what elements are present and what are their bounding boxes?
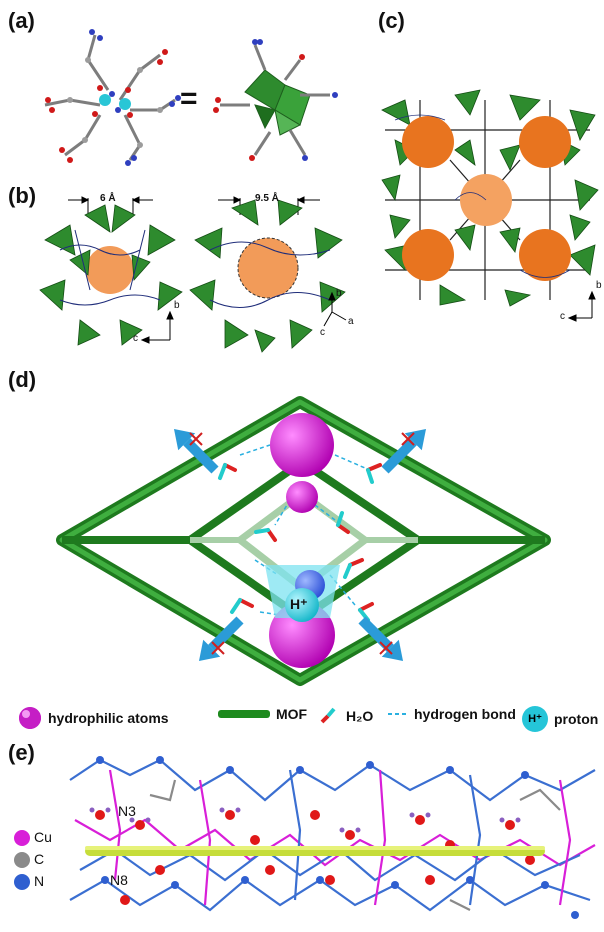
oxygen-atoms bbox=[45, 49, 168, 163]
axis-b-right: b bbox=[336, 288, 342, 299]
water-hydrogens-e bbox=[89, 807, 521, 833]
legend-hbond-label: hydrogen bond bbox=[414, 706, 516, 722]
blocked-transport-arrows bbox=[173, 428, 427, 662]
carbon-atoms bbox=[67, 57, 163, 148]
axis-c-left: c bbox=[133, 333, 138, 344]
axes-indicator-right bbox=[323, 291, 347, 327]
nitrogen-atoms bbox=[89, 29, 181, 166]
copper-atoms bbox=[99, 94, 131, 110]
axis-b-left: b bbox=[174, 300, 180, 311]
axes-indicator-left bbox=[140, 310, 174, 344]
mof-framework bbox=[56, 396, 551, 686]
atom-key-cu: Cu bbox=[34, 829, 52, 845]
equals-sign: = bbox=[180, 82, 198, 115]
pore-size-left-label: 6 Å bbox=[100, 193, 116, 204]
pore-size-right-label: 9.5 Å bbox=[255, 193, 279, 204]
atom-key-c: C bbox=[34, 851, 45, 867]
atom-key-n: N bbox=[34, 873, 45, 889]
water-oxygens-e bbox=[95, 810, 535, 905]
atom-label-n8: N8 bbox=[110, 872, 128, 888]
panel-label-c: (c) bbox=[378, 8, 405, 33]
axis-a-right: a bbox=[348, 316, 354, 327]
pore-spheres bbox=[402, 116, 571, 281]
legend: hydrophilic atoms MOF H₂O hydrogen bond … bbox=[0, 700, 604, 734]
legend-proton-label: proton bbox=[554, 711, 599, 727]
hydrophilic-atom-spheres bbox=[269, 413, 335, 668]
legend-mof: MOF bbox=[218, 706, 307, 722]
channel-network bbox=[69, 758, 596, 912]
legend-hydrophilic-label: hydrophilic atoms bbox=[48, 710, 169, 726]
cage-left bbox=[39, 204, 183, 346]
axes-indicator-c bbox=[567, 290, 596, 322]
legend-proton: H⁺ proton bbox=[522, 706, 598, 732]
axis-b-c: b bbox=[596, 280, 602, 291]
proton-label-d: H⁺ bbox=[290, 596, 308, 612]
atom-key bbox=[14, 830, 30, 890]
ball-and-stick-molecule bbox=[44, 34, 176, 161]
legend-mof-label: MOF bbox=[276, 706, 308, 722]
proton-icon: H⁺ bbox=[522, 706, 548, 732]
panel-label-b: (b) bbox=[8, 183, 37, 208]
proton-channel-rod bbox=[85, 846, 545, 856]
panel-label-e: (e) bbox=[8, 740, 35, 765]
legend-hbond: hydrogen bond bbox=[388, 706, 516, 722]
atom-label-n3: N3 bbox=[118, 803, 136, 819]
legend-water: H₂O bbox=[318, 706, 373, 726]
proton-site bbox=[265, 565, 340, 622]
axis-c-right: c bbox=[320, 327, 325, 338]
panel-label-a: (a) bbox=[8, 8, 35, 33]
legend-hydrophilic: hydrophilic atoms bbox=[18, 706, 169, 730]
axis-c-c: c bbox=[560, 311, 565, 322]
legend-water-label: H₂O bbox=[346, 708, 374, 724]
framework-packing bbox=[381, 89, 599, 307]
polyhedral-representation bbox=[213, 39, 338, 161]
panel-label-d: (d) bbox=[8, 367, 37, 392]
nitrogen-nodes-e bbox=[96, 756, 579, 919]
hydrogen-bonds bbox=[239, 444, 366, 616]
